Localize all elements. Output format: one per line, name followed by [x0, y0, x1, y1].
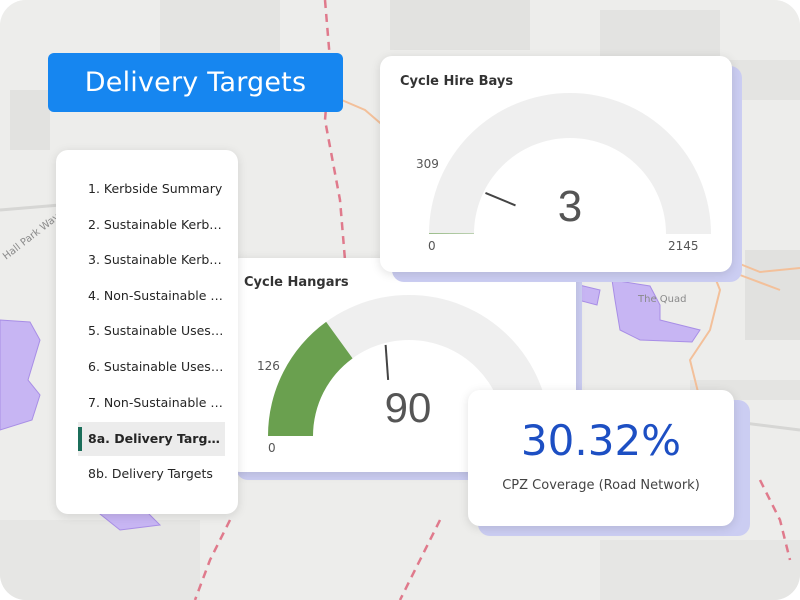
cycle-hangars-value: 90 — [384, 384, 432, 431]
cycle-hire-bays-title: Cycle Hire Bays — [400, 74, 514, 89]
cpz-coverage-value: 30.32% — [520, 416, 682, 465]
nav-item-4[interactable]: 4. Non-Sustainable Kerbside — [88, 288, 225, 303]
cpz-coverage-card[interactable]: 30.32% CPZ Coverage (Road Network) — [468, 390, 734, 526]
cycle-hangars-title: Cycle Hangars — [244, 275, 349, 290]
nav-item-8b[interactable]: 8b. Delivery Targets — [88, 466, 213, 481]
cycle-hangars-gauge — [268, 294, 550, 436]
nav-item-5[interactable]: 5. Sustainable Uses - Cycle — [88, 323, 225, 338]
cycle-hire-bays-gauge-track — [429, 93, 711, 234]
cycle-hire-bays-card[interactable]: Cycle Hire Bays 309 0 2145 3 — [380, 56, 732, 272]
cpz-coverage-label: CPZ Coverage (Road Network) — [502, 478, 700, 493]
page-navigation-panel: 1. Kerbside Summary 2. Sustainable Kerbs… — [56, 150, 238, 514]
nav-item-7[interactable]: 7. Non-Sustainable Uses — [88, 395, 225, 410]
cycle-hire-bays-target-marker — [485, 191, 516, 207]
nav-item-6[interactable]: 6. Sustainable Uses - Car Club — [88, 359, 225, 374]
cycle-hire-bays-target-label: 309 — [416, 157, 439, 171]
map-label-the-quad: The Quad — [637, 294, 686, 305]
nav-item-8a-active[interactable]: 8a. Delivery Targets — [78, 422, 225, 456]
cycle-hire-bays-value: 3 — [557, 182, 583, 231]
cycle-hangars-target-label: 126 — [257, 359, 280, 373]
cycle-hire-bays-min-label: 0 — [428, 239, 436, 253]
page-title-text: Delivery Targets — [84, 67, 307, 98]
nav-item-3[interactable]: 3. Sustainable Kerbside Uses — [88, 252, 225, 267]
nav-item-1[interactable]: 1. Kerbside Summary — [88, 181, 223, 196]
cycle-hangars-gauge-fill — [268, 321, 353, 436]
nav-item-2[interactable]: 2. Sustainable Kerbside — [88, 217, 225, 232]
cycle-hire-bays-max-label: 2145 — [668, 239, 699, 253]
cycle-hire-bays-gauge-fill — [429, 233, 475, 234]
cycle-hangars-target-marker — [384, 344, 390, 380]
page-title: Delivery Targets — [48, 53, 343, 112]
cycle-hangars-min-label: 0 — [268, 441, 276, 455]
cycle-hangars-gauge-track — [268, 294, 550, 436]
cycle-hire-bays-gauge — [429, 93, 711, 234]
